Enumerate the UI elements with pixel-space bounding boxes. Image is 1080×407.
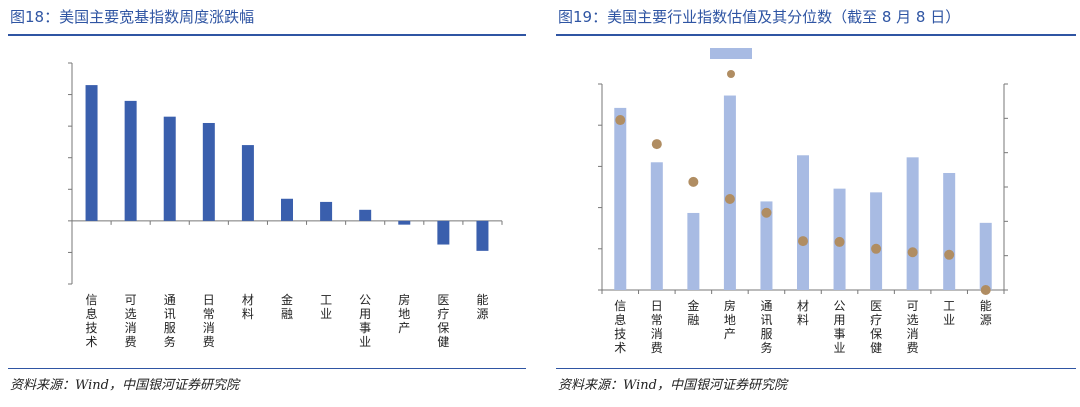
x-tick-label: 金融 xyxy=(281,292,293,321)
x-tick-label: 公用事业 xyxy=(834,299,846,355)
bar xyxy=(124,100,137,221)
bar xyxy=(437,220,450,245)
x-tick-label: 日常消费 xyxy=(203,293,215,349)
chart-panel-valuation: 图19：美国主要行业指数估值及其分位数（截至 8 月 8 日） 信息技术 日常消费… xyxy=(548,0,1080,407)
source-note: 资料来源：Wind，中国银河证券研究院 xyxy=(10,378,239,393)
bar-pe xyxy=(906,157,919,290)
bar-pe xyxy=(797,155,809,290)
x-tick-label: 工业 xyxy=(943,299,955,327)
bar-pe xyxy=(614,107,627,290)
source-note: 资料来源：Wind，中国银河证券研究院 xyxy=(558,378,787,393)
x-tick-label: 日常消费 xyxy=(651,299,663,355)
x-tick-label: 房地产 xyxy=(398,292,410,335)
chart-title: 图18：美国主要宽基指数周度涨跌幅 xyxy=(10,8,255,26)
point-percentile xyxy=(980,285,991,295)
x-tick-label: 材料 xyxy=(797,299,809,327)
bar-pe xyxy=(723,95,736,290)
bar xyxy=(241,145,254,221)
x-tick-label: 可选消费 xyxy=(907,299,919,355)
bar-pe xyxy=(760,201,773,290)
footer-rule xyxy=(556,368,1076,369)
x-tick-label: 通讯服务 xyxy=(760,299,772,355)
legend-marker-percentile xyxy=(727,70,735,78)
x-tick-label: 医疗保健 xyxy=(870,299,882,355)
title-rule xyxy=(8,34,526,36)
x-tick-label: 信息技术 xyxy=(86,293,98,349)
x-tick-label: 能源 xyxy=(476,293,488,321)
point-percentile xyxy=(871,243,882,254)
bar xyxy=(398,220,411,225)
bar xyxy=(476,220,489,251)
x-tick-label: 信息技术 xyxy=(614,299,626,355)
x-tick-label: 房地产 xyxy=(724,298,736,341)
bar-pe xyxy=(870,192,883,290)
x-tick-label: 工业 xyxy=(320,293,332,321)
bar xyxy=(163,116,176,221)
footer-rule xyxy=(8,368,526,369)
bar xyxy=(320,201,333,221)
point-percentile xyxy=(651,139,662,150)
x-tick-label: 金融 xyxy=(687,298,699,327)
x-tick-label: 能源 xyxy=(980,299,992,327)
point-percentile xyxy=(688,176,699,187)
x-tick-label: 材料 xyxy=(242,293,254,321)
chart-title: 图19：美国主要行业指数估值及其分位数（截至 8 月 8 日） xyxy=(558,8,961,26)
bar xyxy=(281,198,293,221)
legend-swatch-pe xyxy=(710,48,752,59)
bar-pe xyxy=(979,222,992,290)
bar-pe xyxy=(687,212,700,290)
x-tick-label: 通讯服务 xyxy=(164,293,176,349)
point-percentile xyxy=(761,207,772,218)
point-percentile xyxy=(615,115,626,126)
point-percentile xyxy=(798,236,808,247)
point-percentile xyxy=(944,249,955,260)
title-rule xyxy=(556,34,1076,36)
bar xyxy=(202,122,215,221)
chart-panel-weekly-change: 图18：美国主要宽基指数周度涨跌幅 信息技术 可选消费 通讯服务 日常消费 材料 金融 工业… xyxy=(0,0,530,407)
x-tick-label: 可选消费 xyxy=(125,293,137,349)
point-percentile xyxy=(907,247,918,258)
x-tick-label: 医疗保健 xyxy=(437,293,449,349)
point-percentile xyxy=(834,236,845,247)
point-percentile xyxy=(724,194,735,205)
x-tick-label: 公用事业 xyxy=(359,293,371,349)
bar-pe xyxy=(650,162,663,290)
bar xyxy=(85,85,98,221)
bar-pe xyxy=(943,172,956,290)
bar xyxy=(359,209,372,221)
